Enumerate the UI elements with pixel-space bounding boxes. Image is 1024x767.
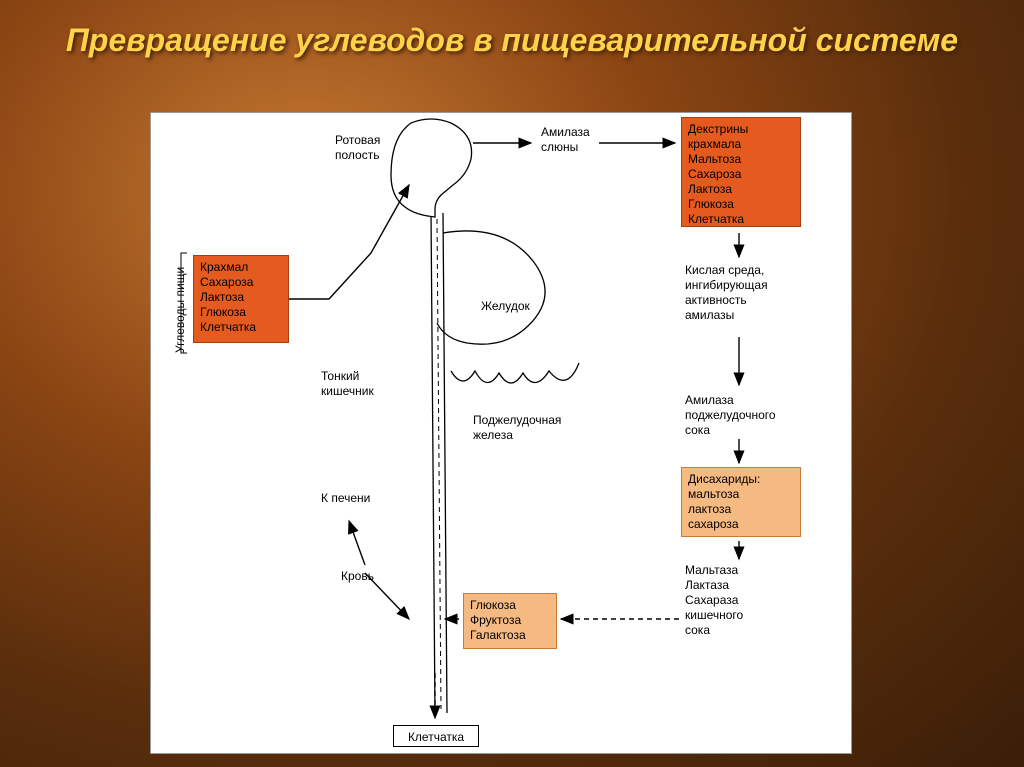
label-acid_env: Кислая среда,ингибирующаяактивностьамила… (685, 263, 768, 323)
slide: Превращение углеводов в пищеварительной … (0, 0, 1024, 767)
label-carbs_food: Углеводы пищи (173, 243, 187, 353)
label-blood: Кровь (341, 569, 374, 584)
slide-title: Превращение углеводов в пищеварительной … (0, 22, 1024, 59)
label-pancreas: Поджелудочнаяжелеза (473, 413, 561, 443)
label-small_intestine: Тонкийкишечник (321, 369, 374, 399)
label-oral_cavity: Ротоваяполость (335, 133, 380, 163)
label-stomach: Желудок (481, 299, 530, 314)
label-enzymes: МальтазаЛактазаСахаразакишечногосока (685, 563, 743, 638)
label-amylase_saliva: Амилазаслюны (541, 125, 590, 155)
box-disacch: Дисахариды:мальтозалактозасахароза (681, 467, 801, 537)
diagram-panel: КрахмалСахарозаЛактозаГлюкозаКлетчатка Де… (150, 112, 852, 754)
label-to_liver: К печени (321, 491, 370, 506)
box-dextrins: ДекстриныкрахмалаМальтозаСахарозаЛактоза… (681, 117, 801, 227)
box-glucose: ГлюкозаФруктозаГалактоза (463, 593, 557, 649)
box-food: КрахмалСахарозаЛактозаГлюкозаКлетчатка (193, 255, 289, 343)
box-fiber: Клетчатка (393, 725, 479, 747)
label-amylase_panc: Амилазаподжелудочногосока (685, 393, 776, 438)
